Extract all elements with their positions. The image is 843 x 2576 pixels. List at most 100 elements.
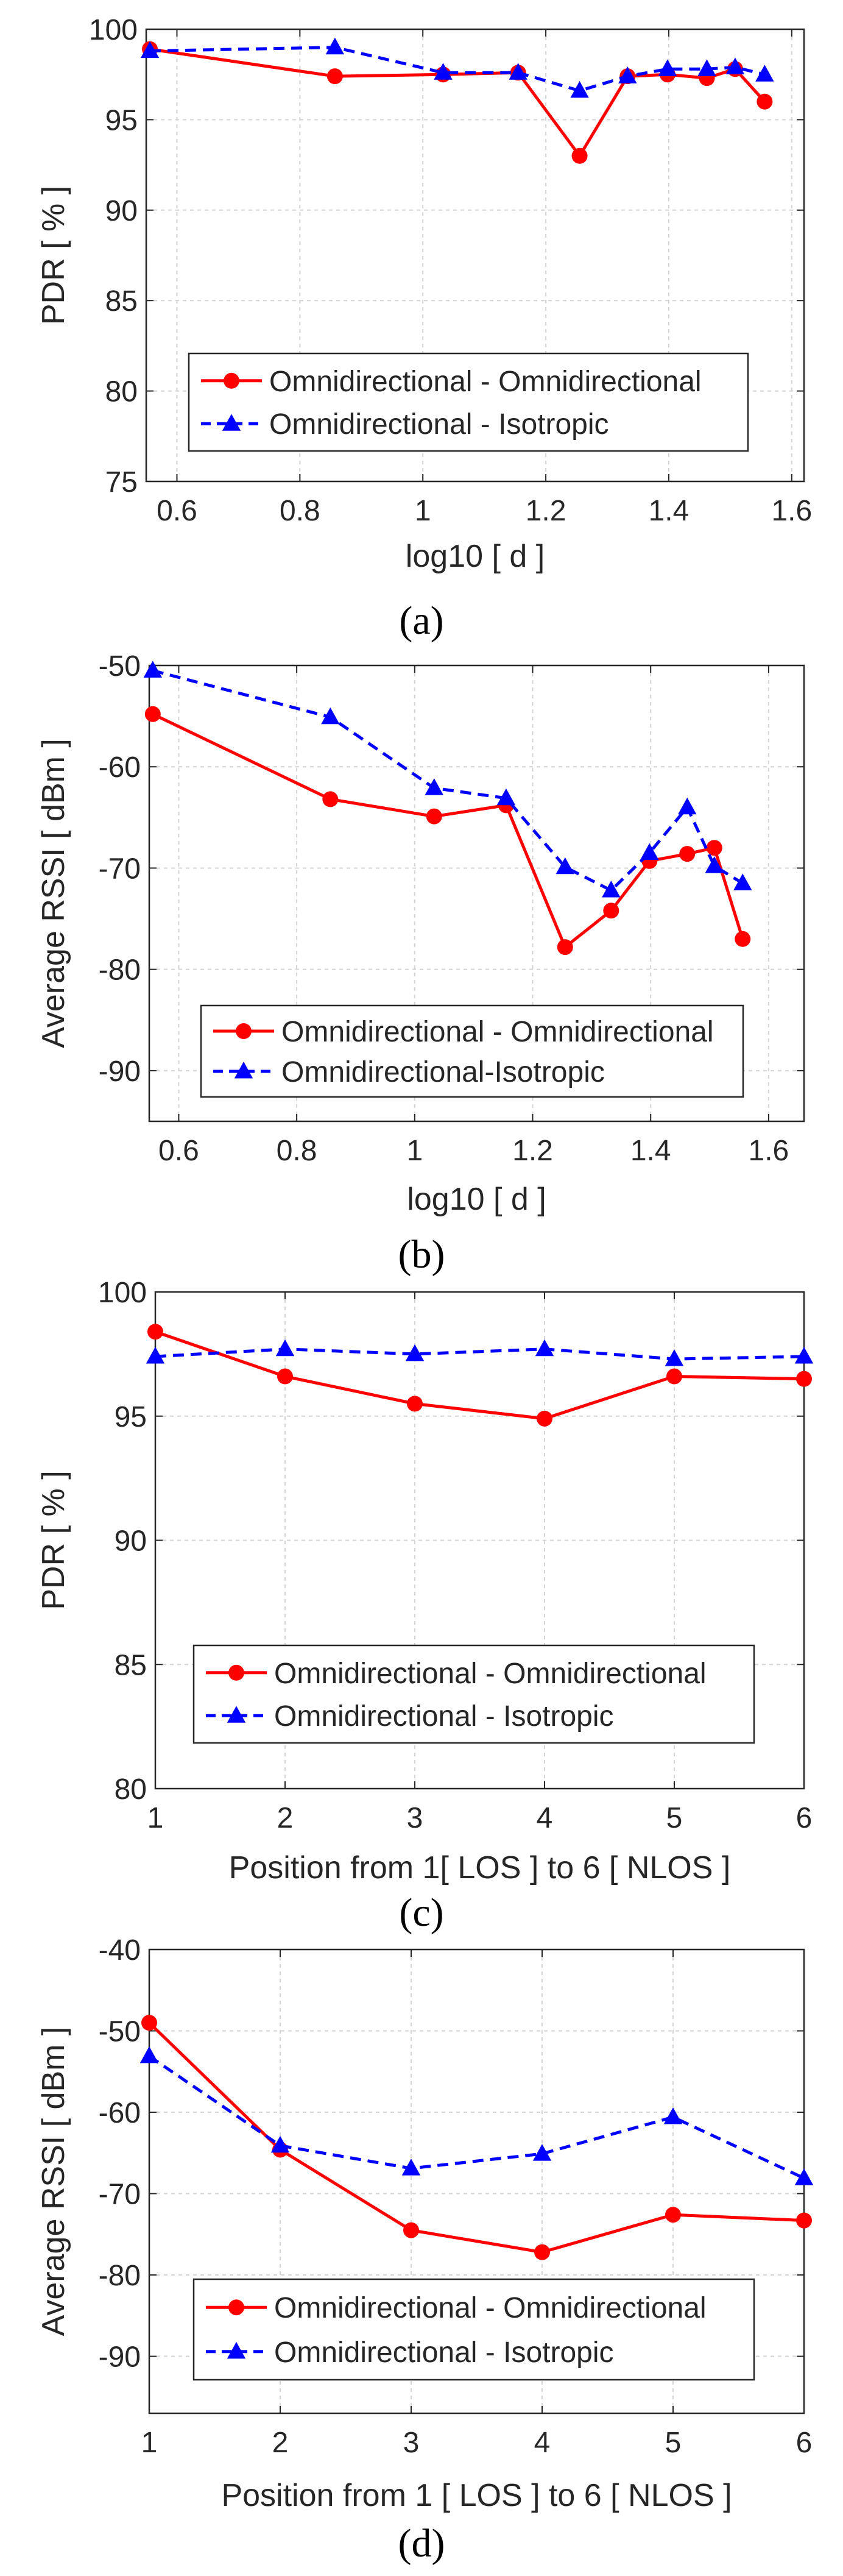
x-tick-label: 1.2 — [526, 495, 566, 527]
data-point-triangle — [401, 2159, 421, 2176]
data-point-triangle — [405, 1344, 425, 1361]
series-line-1 — [155, 1330, 805, 1421]
data-point-circle — [557, 939, 573, 956]
legend-marker-circle — [224, 372, 239, 389]
x-axis-label: log10 [ d ] — [407, 1182, 546, 1217]
data-point-circle — [679, 846, 696, 862]
data-point-circle — [796, 2212, 812, 2229]
data-point-circle — [706, 840, 722, 856]
x-tick-label: 5 — [666, 1802, 683, 1834]
x-tick-label: 0.8 — [280, 495, 320, 527]
data-point-triangle — [794, 1346, 814, 1364]
data-point-triangle — [270, 2135, 290, 2153]
data-point-circle — [277, 1368, 293, 1385]
data-point-circle — [665, 2207, 681, 2223]
x-tick-label: 6 — [796, 2427, 813, 2459]
data-point-triangle — [794, 2168, 814, 2185]
data-point-triangle — [556, 857, 574, 875]
data-point-triangle — [325, 37, 345, 55]
panel-caption-letter: a — [412, 598, 430, 643]
y-axis-label: PDR [ % ] — [36, 186, 71, 325]
y-tick-label: 90 — [115, 1525, 147, 1558]
y-tick-label: -80 — [99, 954, 141, 987]
legend-box — [192, 2278, 755, 2381]
data-point-triangle — [602, 881, 621, 898]
y-tick-label: 95 — [105, 104, 138, 137]
y-tick-label: 85 — [115, 1649, 147, 1681]
panel-caption: (b) — [398, 1232, 445, 1277]
legend-marker-circle — [236, 1023, 252, 1039]
x-tick-label: 0.6 — [158, 1135, 199, 1167]
data-point-circle — [666, 1368, 682, 1385]
data-point-triangle — [146, 1346, 165, 1364]
data-point-triangle — [535, 1339, 554, 1357]
y-tick-label: -90 — [99, 1056, 141, 1088]
data-point-triangle — [725, 57, 745, 74]
y-tick-label: -60 — [99, 2097, 141, 2129]
data-point-circle — [147, 1324, 163, 1340]
data-point-triangle — [665, 1349, 684, 1366]
data-point-triangle — [275, 1339, 295, 1357]
data-point-triangle — [755, 65, 774, 82]
legend-label-2: Omnidirectional - Isotropic — [269, 408, 609, 441]
panel-caption: (c) — [399, 1890, 443, 1935]
y-tick-label: -80 — [99, 2260, 141, 2292]
data-point-circle — [537, 1410, 552, 1427]
series-line-2 — [150, 46, 765, 93]
x-tick-label: 1.6 — [771, 495, 812, 527]
data-point-circle — [571, 147, 588, 164]
data-point-triangle — [143, 661, 163, 678]
data-point-circle — [141, 2015, 157, 2031]
data-point-triangle — [697, 59, 716, 76]
legend-label-1: Omnidirectional - Omnidirectional — [281, 1016, 714, 1048]
y-tick-label: 90 — [105, 195, 138, 227]
x-tick-label: 1 — [406, 1135, 423, 1167]
x-tick-label: 1.2 — [512, 1135, 553, 1167]
data-point-triangle — [140, 41, 160, 59]
data-point-circle — [403, 2222, 419, 2238]
legend-box — [200, 1004, 744, 1098]
series-line-2 — [152, 669, 744, 892]
data-point-triangle — [496, 788, 516, 806]
data-point-triangle — [640, 843, 659, 860]
y-tick-label: 100 — [98, 1277, 147, 1309]
x-tick-label: 1.4 — [630, 1135, 671, 1167]
chart-panel-b: 0.6 0.8 1 1.2 1.4 1.6 -90 -80 -70 -60 -50 log10 [ d… — [36, 650, 805, 1277]
legend-label-1: Omnidirectional - Omnidirectional — [274, 2292, 707, 2324]
data-point-triangle — [434, 63, 453, 80]
legend: Omnidirectional - Omnidirectional Omnidir… — [192, 2278, 755, 2381]
x-tick-label: 4 — [534, 2427, 551, 2459]
y-tick-label: 100 — [89, 14, 138, 46]
y-tick-label: -90 — [99, 2341, 141, 2374]
series-line-1 — [149, 48, 766, 158]
x-tick-label: 1 — [415, 495, 431, 527]
x-axis-label: log10 [ d ] — [406, 539, 545, 574]
data-point-triangle — [321, 707, 340, 725]
data-point-circle — [322, 791, 339, 807]
x-axis-label: Position from 1 [ LOS ] to 6 [ NLOS ] — [221, 2478, 732, 2513]
panel-caption: (a) — [399, 598, 443, 643]
series-line-2 — [148, 2054, 805, 2180]
data-point-circle — [796, 1371, 812, 1387]
y-tick-label: 80 — [105, 376, 138, 408]
legend: Omnidirectional - Omnidirectional Omnidir… — [192, 1644, 755, 1744]
legend-label-2: Omnidirectional - Isotropic — [274, 2336, 614, 2369]
x-tick-label: 2 — [277, 1802, 294, 1834]
panel-caption-letter: c — [412, 1890, 430, 1935]
data-point-circle — [407, 1396, 423, 1412]
data-point-triangle — [425, 778, 443, 795]
x-tick-label: 5 — [665, 2427, 682, 2459]
legend-marker-triangle — [227, 2341, 246, 2359]
x-tick-label: 6 — [796, 1802, 813, 1834]
legend: Omnidirectional - Omnidirectional Omnidir… — [200, 1004, 744, 1098]
plot-frame — [145, 28, 805, 483]
y-tick-label: -60 — [99, 751, 141, 784]
legend-box — [192, 1644, 755, 1744]
x-tick-label: 3 — [403, 2427, 420, 2459]
data-point-triangle — [658, 59, 677, 76]
x-tick-label: 1.6 — [749, 1135, 789, 1167]
data-point-circle — [735, 931, 751, 947]
data-point-triangle — [733, 873, 752, 890]
y-axis-label: Average RSSI [ dBm ] — [36, 2027, 71, 2336]
x-axis-label: Position from 1[ LOS ] to 6 [ NLOS ] — [229, 1850, 731, 1886]
